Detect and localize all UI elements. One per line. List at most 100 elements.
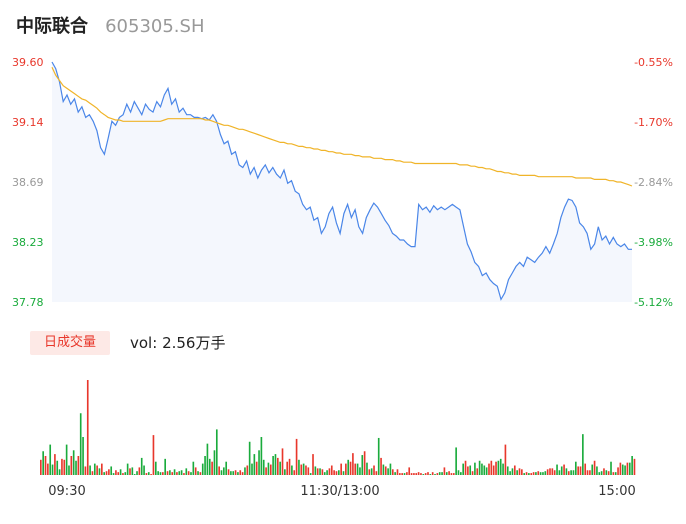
volume-value: 2.56万手 <box>162 334 226 352</box>
volume-bar <box>340 463 342 475</box>
volume-bar <box>436 473 439 475</box>
volume-bar <box>77 456 80 475</box>
volume-bar <box>460 472 462 475</box>
volume-bar <box>450 473 453 475</box>
volume-bar <box>314 466 317 475</box>
volume-bar <box>408 467 411 475</box>
volume-bar <box>506 466 509 475</box>
volume-bar <box>539 472 542 475</box>
price-tick-label: 38.69 <box>12 176 44 189</box>
volume-bar <box>443 467 446 475</box>
volume-bar <box>614 472 617 475</box>
volume-bar <box>342 471 345 475</box>
volume-bar <box>483 465 486 475</box>
volume-bar <box>54 454 56 475</box>
volume-bar <box>455 447 457 475</box>
volume-bar <box>305 465 307 475</box>
volume-bar <box>56 460 59 475</box>
volume-bar <box>422 474 425 475</box>
volume-bar <box>521 469 523 475</box>
volume-bar <box>321 469 324 475</box>
volume-bar <box>579 466 582 475</box>
volume-bar <box>262 459 265 475</box>
volume-bar <box>361 455 364 475</box>
volume-bar <box>298 459 300 475</box>
time-tick-label: 15:00 <box>598 484 635 499</box>
volume-bar <box>589 470 591 475</box>
volume-bar <box>117 472 120 475</box>
volume-bar <box>375 471 378 475</box>
percent-tick-label: -2.84% <box>634 176 673 189</box>
volume-bar <box>215 429 218 475</box>
volume-bar <box>124 472 127 475</box>
volume-bar <box>147 472 150 475</box>
volume-bar <box>610 461 612 475</box>
volume-bar <box>612 472 615 475</box>
volume-bar <box>319 468 321 475</box>
volume-bar <box>190 472 192 475</box>
volume-bar <box>560 466 563 475</box>
volume-bar <box>300 464 303 475</box>
volume-bar <box>558 470 561 475</box>
volume-bar <box>241 472 244 475</box>
volume-bar <box>194 467 197 475</box>
volume-bar <box>368 469 371 475</box>
volume-bar <box>544 471 547 475</box>
volume-bar <box>424 473 427 475</box>
volume-bar <box>302 463 305 475</box>
volume-bar <box>70 456 73 475</box>
volume-bar <box>286 461 289 475</box>
volume-bars <box>40 380 636 475</box>
volume-bar <box>272 456 274 475</box>
volume-bar <box>335 471 338 475</box>
volume-bar <box>309 473 312 475</box>
volume-bar <box>621 464 624 475</box>
volume-bar <box>185 468 188 475</box>
volume-bar <box>382 464 385 475</box>
volume-bar <box>227 469 230 475</box>
volume-bar <box>197 471 199 475</box>
volume-bar <box>152 435 155 475</box>
stock-title: 中际联合 605305.SH <box>16 12 205 40</box>
volume-bar <box>169 470 171 475</box>
volume-bar <box>633 458 636 475</box>
volume-bar <box>79 413 82 475</box>
volume-bar <box>295 438 298 475</box>
volume-bar <box>265 467 267 475</box>
volume-bar <box>556 464 558 475</box>
price-tick-label: 37.78 <box>12 296 44 309</box>
volume-bar <box>47 463 49 475</box>
time-axis-labels: 09:30 11:30/13:00 15:00 <box>48 484 635 499</box>
volume-bar <box>452 473 455 475</box>
volume-bar <box>551 468 554 475</box>
volume-bar <box>406 472 408 475</box>
volume-bar <box>232 471 235 475</box>
volume-bar <box>284 469 286 475</box>
volume-bar <box>366 462 368 475</box>
volume-bar <box>528 473 530 475</box>
volume-bar <box>586 470 589 475</box>
volume-bar <box>58 469 61 475</box>
volume-bar <box>206 443 209 475</box>
average-price-line <box>51 67 633 187</box>
volume-bar <box>180 470 183 475</box>
volume-bar <box>380 457 382 475</box>
volume-bar <box>84 466 87 475</box>
volume-bar <box>417 472 420 475</box>
volume-bar <box>150 474 152 475</box>
volume-bar <box>574 461 577 475</box>
volume-bar <box>347 459 350 475</box>
volume-bar <box>338 470 340 475</box>
volume-bar <box>469 465 472 475</box>
volume-bar <box>549 468 551 475</box>
volume-bar <box>628 462 631 475</box>
volume-bar <box>49 444 52 475</box>
volume-bar <box>326 470 328 475</box>
volume-bar <box>213 450 216 475</box>
volume-bar <box>349 461 352 475</box>
volume-bar <box>63 459 66 475</box>
volume-bar <box>497 460 500 475</box>
volume-bar <box>427 472 429 475</box>
volume-bar <box>582 434 584 475</box>
volume-bar <box>61 458 63 475</box>
